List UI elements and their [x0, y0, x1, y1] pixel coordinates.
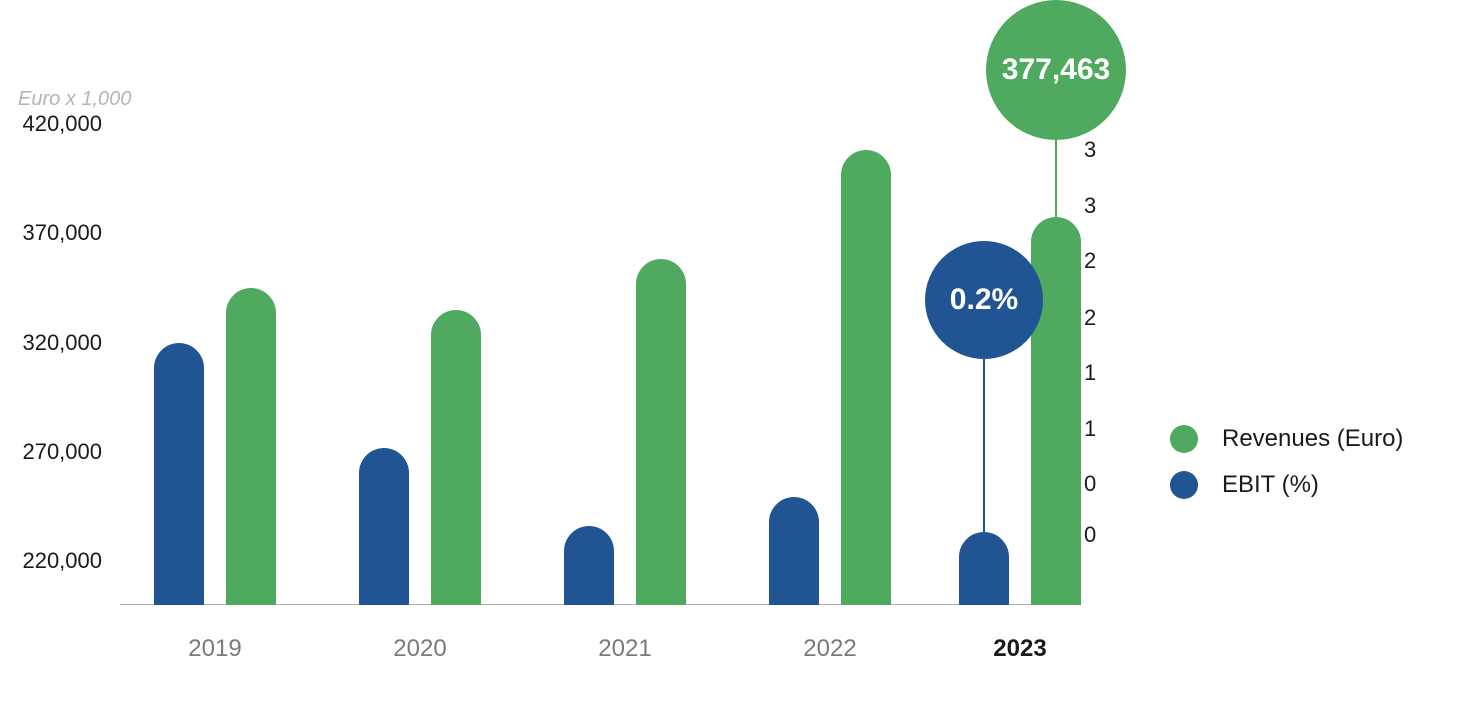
bar-ebit	[154, 343, 204, 606]
bar-revenue	[636, 259, 686, 605]
bar-revenue	[841, 150, 891, 605]
bar-ebit	[769, 497, 819, 605]
y-right-tick: 0	[1084, 522, 1096, 548]
bar-ebit	[359, 448, 409, 606]
bar-ebit	[564, 526, 614, 605]
legend-item-ebit: EBIT (%)	[1170, 471, 1403, 499]
y-left-tick: 220,000	[22, 548, 102, 574]
callout-bubble-ebit: 0.2%	[925, 241, 1043, 359]
y-right-tick: 3	[1084, 193, 1096, 219]
left-axis-ticks: 220,000 270,000 320,000 370,000 420,000	[0, 30, 110, 605]
callout-bubble-revenue: 377,463	[986, 0, 1126, 140]
legend-item-revenue: Revenues (Euro)	[1170, 425, 1403, 453]
bar-revenue	[226, 288, 276, 605]
bar-revenue	[431, 310, 481, 605]
y-left-tick: 420,000	[22, 111, 102, 137]
bar-ebit	[959, 532, 1009, 605]
y-left-tick: 270,000	[22, 439, 102, 465]
x-tick-label: 2019	[188, 635, 241, 663]
y-left-tick: 320,000	[22, 330, 102, 356]
y-right-tick: 3	[1084, 137, 1096, 163]
y-left-tick: 370,000	[22, 220, 102, 246]
y-right-tick: 2	[1084, 305, 1096, 331]
y-right-tick: 1	[1084, 360, 1096, 386]
plot-area: 377,4630.2%	[120, 30, 1060, 605]
y-right-tick: 1	[1084, 416, 1096, 442]
legend-swatch-revenue	[1170, 425, 1198, 453]
x-axis-labels: 2019 2020 2021 2022 2023	[120, 615, 1060, 665]
revenue-ebit-chart: Euro x 1,000 % 220,000270,000320,000370,…	[0, 0, 1465, 703]
x-tick-label: 2020	[393, 635, 446, 663]
y-right-tick: 2	[1084, 248, 1096, 274]
y-right-tick: 0	[1084, 471, 1096, 497]
x-tick-label: 2022	[803, 635, 856, 663]
legend-label-revenue: Revenues (Euro)	[1222, 425, 1403, 453]
legend: Revenues (Euro) EBIT (%)	[1170, 425, 1403, 517]
bar-revenue	[1031, 217, 1081, 605]
x-tick-label: 2021	[598, 635, 651, 663]
legend-swatch-ebit	[1170, 471, 1198, 499]
legend-label-ebit: EBIT (%)	[1222, 471, 1319, 499]
x-tick-label: 2023	[993, 635, 1046, 663]
